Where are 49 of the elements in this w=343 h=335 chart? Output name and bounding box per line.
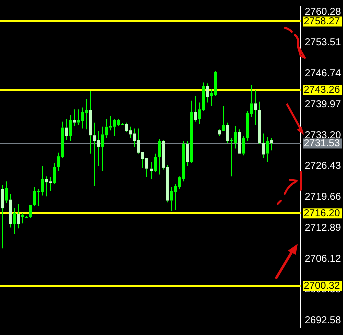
candlestick: [17, 204, 20, 230]
candlestick: [222, 105, 225, 132]
candlestick: [254, 90, 257, 126]
y-tick-label: 2712.89: [305, 222, 342, 234]
y-tick-label: 2726.43: [305, 161, 342, 172]
candlestick: [53, 162, 56, 185]
candlestick: [218, 129, 221, 137]
y-tick-label: 2706.12: [305, 254, 342, 265]
candlestick: [85, 98, 88, 130]
candlestick: [45, 176, 48, 198]
candlestick: [93, 122, 96, 187]
ref-line-label: 2716.20: [304, 208, 341, 220]
candlestick: [158, 138, 161, 176]
candlestick: [81, 107, 84, 130]
candlestick: [1, 184, 4, 250]
candlestick: [109, 116, 112, 132]
candlestick: [262, 133, 265, 159]
candlestick: [13, 208, 16, 235]
ref-line-label: 2743.26: [304, 84, 341, 96]
candlestick: [258, 101, 261, 145]
y-tick-label: 2746.74: [305, 68, 342, 80]
candlestick: [238, 129, 241, 154]
candlestick: [77, 109, 80, 126]
candlestick: [226, 122, 229, 144]
candlestick: [170, 186, 173, 212]
candlestick: [69, 115, 72, 142]
candlestick: [242, 136, 245, 156]
candlestick: [113, 118, 116, 137]
y-tick-label: 2753.51: [305, 38, 342, 49]
candlestick: [5, 181, 8, 204]
y-tick-label: 2739.97: [305, 99, 342, 110]
y-tick-label: 2719.66: [305, 192, 342, 204]
candlestick: [33, 186, 36, 207]
candlestick: [97, 130, 100, 167]
candlestick: [29, 205, 32, 219]
candlestick: [270, 138, 273, 152]
ref-line-label: 2731.53: [304, 138, 341, 150]
candlestick: [234, 126, 237, 150]
candlestick: [266, 136, 269, 163]
candlestick: [190, 100, 193, 164]
candlestick: [154, 153, 157, 173]
candlestick: [129, 126, 132, 139]
candlestick: [89, 90, 92, 154]
y-tick-label: 2692.58: [305, 316, 342, 327]
candlestick: [117, 118, 120, 127]
candlestick: [101, 126, 104, 172]
candlestick: [41, 166, 44, 196]
y-tick-label: 2760.28: [305, 6, 342, 18]
ref-line-label: 2758.27: [304, 16, 341, 28]
